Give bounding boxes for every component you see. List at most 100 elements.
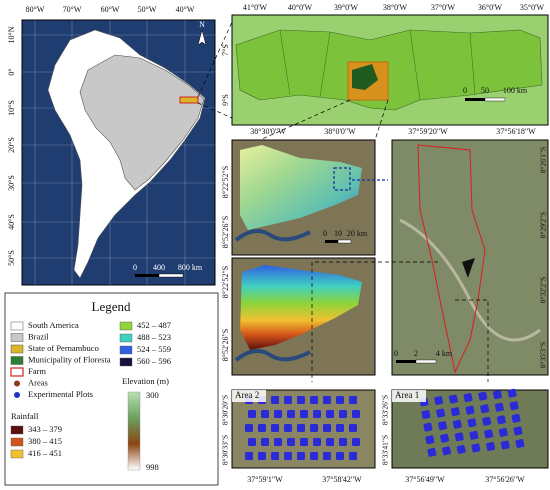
rainfall-surface [240, 265, 362, 350]
legend-symbol [119, 345, 133, 355]
legend-label: 380 – 415 [28, 436, 62, 446]
coordinate-label: 100 km [503, 86, 528, 95]
plot [467, 418, 477, 428]
farm-panel [391, 139, 549, 376]
coordinate-label: 0 [323, 229, 327, 238]
plot [287, 438, 295, 446]
plot [310, 424, 318, 432]
plot [245, 452, 253, 460]
coordinate-label: 50°W [138, 5, 157, 14]
legend-label: Experimental Plots [28, 389, 93, 399]
plot [310, 396, 318, 404]
coordinate-label: 8°29'2"S [539, 212, 548, 239]
plot [261, 410, 269, 418]
plot [284, 396, 292, 404]
legend-symbol [119, 333, 133, 343]
plot [336, 396, 344, 404]
coordinate-label: 20 km [347, 229, 368, 238]
plot [313, 438, 321, 446]
experimental-plots [245, 388, 525, 460]
water-body [462, 258, 475, 278]
area-title-bg [392, 390, 426, 402]
coordinate-label: 8°33'41"S [381, 435, 390, 465]
coordinate-label: 50 [481, 86, 489, 95]
coordinate-label: 8°22'52"S [221, 266, 230, 298]
coordinate-label: 40°W [176, 5, 195, 14]
coordinate-label: 30°S [7, 175, 16, 191]
legend-symbol [119, 357, 133, 367]
north-arrow [197, 29, 207, 46]
plot [513, 426, 523, 436]
connectors [197, 21, 489, 382]
plot [248, 438, 256, 446]
coordinate-label: 800 km [178, 263, 203, 272]
legend-label: Farm [28, 366, 46, 376]
floresta-municipality [352, 64, 378, 90]
plot [465, 405, 475, 415]
legend-label: State of Pernambuco [28, 343, 99, 353]
plot [349, 424, 357, 432]
coordinate-label: 38°0'0"W [324, 127, 356, 136]
coordinate-label: 35°0'W [520, 3, 545, 12]
legend-symbol [10, 425, 24, 435]
plot [349, 452, 357, 460]
coordinate-label: 41°0'W [243, 3, 268, 12]
coordinate-label: 0 [394, 349, 398, 358]
plot [336, 424, 344, 432]
scale-bar [337, 239, 352, 244]
coordinate-label: 37°56'49"W [405, 475, 445, 484]
plot [454, 432, 464, 442]
legend-label: 524 – 559 [137, 344, 171, 354]
plot [442, 446, 451, 456]
plot [297, 424, 305, 432]
plot [271, 424, 279, 432]
elevation-panel [231, 139, 376, 256]
plot [471, 443, 481, 453]
coordinate-label: 80°W [26, 5, 45, 14]
coordinate-label: 36°0'W [478, 3, 503, 12]
plot [339, 438, 347, 446]
area-title-bg [232, 390, 266, 402]
plot [245, 424, 253, 432]
plot [271, 452, 279, 460]
coordinate-label: 20°S [7, 137, 16, 153]
legend-title: Legend [92, 299, 131, 314]
plot [509, 401, 519, 411]
plot [284, 424, 292, 432]
coordinate-label: 40°S [7, 214, 16, 230]
plot [297, 396, 305, 404]
coordinate-label: 37°0'W [431, 3, 456, 12]
plot [248, 410, 256, 418]
plot [313, 410, 321, 418]
scale-bar [484, 97, 506, 102]
coordinate-label: 39°0'W [334, 3, 359, 12]
legend-label: 560 – 596 [137, 356, 171, 366]
coordinate-label: 8°32'2"S [539, 277, 548, 304]
coordinate-label: 37°56'18"W [496, 127, 536, 136]
north-label: N [199, 20, 205, 29]
plot [450, 407, 460, 417]
legend-subtitle: Elevation (m) [122, 376, 169, 386]
coordinate-label: 4 km [436, 349, 453, 358]
plot [436, 408, 446, 418]
plot [482, 416, 492, 426]
plot [480, 404, 490, 414]
coordinate-label: 37°59'20"W [408, 127, 448, 136]
coordinate-label: 8°33'26"S [381, 395, 390, 425]
plot [336, 452, 344, 460]
coordinate-label: 8°30'33"S [221, 435, 230, 465]
area-title: Area 2 [235, 390, 259, 400]
legend-symbol [14, 392, 20, 398]
farm-locator [333, 167, 351, 191]
plot [287, 410, 295, 418]
coordinate-label: 38°0'W [383, 3, 408, 12]
rainfall-panel [231, 257, 376, 376]
coordinate-label: 70°W [63, 5, 82, 14]
plot [274, 438, 282, 446]
plot [427, 447, 437, 457]
plot [258, 452, 266, 460]
plot [274, 410, 282, 418]
plot [300, 438, 308, 446]
scale-bar [158, 273, 184, 278]
legend-symbol [14, 380, 20, 387]
